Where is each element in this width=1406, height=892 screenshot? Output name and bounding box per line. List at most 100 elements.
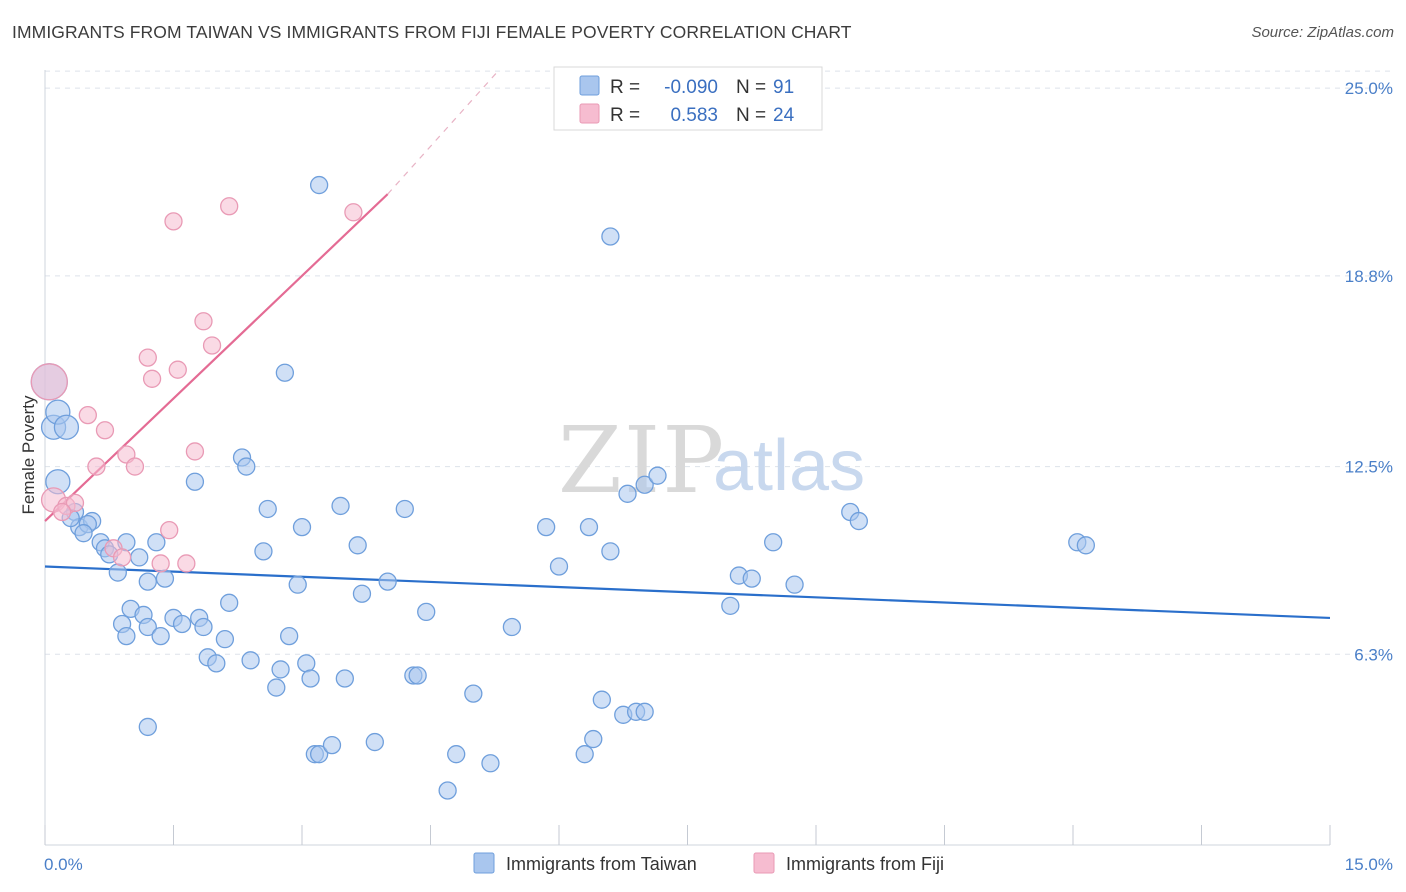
- point-taiwan-63: [549, 557, 569, 576]
- point-taiwan-31: [207, 654, 226, 673]
- point-taiwan-75: [721, 596, 740, 615]
- point-taiwan-89: [601, 227, 620, 246]
- point-taiwan-34: [241, 651, 260, 670]
- point-taiwan-77: [742, 569, 761, 588]
- point-fiji-5: [87, 457, 106, 476]
- point-taiwan-67: [592, 690, 611, 709]
- point-taiwan-87: [185, 472, 205, 491]
- correlation-legend: R = -0.090 N = 91 R = 0.583 N = 24: [553, 66, 823, 131]
- series-legend-swatch-fiji: [753, 852, 775, 874]
- point-taiwan-59: [464, 684, 483, 703]
- point-taiwan-84: [138, 717, 157, 737]
- point-fiji-17: [185, 442, 205, 461]
- legend-n-value-taiwan: 91: [773, 77, 794, 98]
- point-fiji-4: [78, 405, 97, 425]
- legend-swatch-taiwan: [579, 75, 600, 96]
- point-taiwan-86: [237, 457, 256, 476]
- point-fiji-3: [65, 493, 85, 513]
- legend-n-value-fiji: 24: [773, 105, 795, 126]
- point-taiwan-52: [378, 572, 397, 591]
- point-taiwan-3: [53, 414, 80, 440]
- point-fiji-11: [138, 348, 157, 367]
- watermark-zip: ZIP: [558, 407, 726, 514]
- point-fiji-21: [220, 197, 239, 216]
- point-fiji-16: [177, 554, 196, 573]
- point-fiji-19: [202, 336, 222, 355]
- point-taiwan-24: [138, 617, 157, 637]
- point-taiwan-57: [438, 781, 457, 800]
- y-tick-label-2: 18.8%: [1345, 267, 1393, 286]
- x-tick-labels: 0.0% 15.0%: [44, 855, 1393, 874]
- point-taiwan-14: [108, 563, 127, 582]
- data-points: [30, 175, 1095, 800]
- legend-swatch-fiji: [579, 103, 600, 124]
- y-tick-labels: 6.3% 12.5% 18.8% 25.0%: [1345, 79, 1393, 664]
- point-taiwan-43: [301, 669, 320, 688]
- point-fiji-22: [344, 203, 363, 222]
- point-taiwan-49: [348, 536, 367, 555]
- axes: [44, 70, 1331, 846]
- point-taiwan-55: [408, 666, 427, 685]
- grid-lines: [45, 70, 1395, 655]
- point-taiwan-36: [258, 499, 277, 519]
- point-taiwan-53: [395, 499, 414, 519]
- point-taiwan-88: [309, 175, 329, 195]
- point-taiwan-25: [151, 626, 170, 646]
- point-taiwan-32: [215, 629, 235, 649]
- series-legend-swatch-taiwan: [473, 852, 495, 874]
- point-taiwan-41: [292, 517, 312, 537]
- point-taiwan-51: [365, 732, 384, 752]
- point-taiwan-37: [267, 678, 286, 697]
- point-taiwan-70: [618, 484, 637, 503]
- y-tick-label-1: 12.5%: [1345, 458, 1393, 477]
- point-taiwan-58: [447, 745, 466, 764]
- legend-r-label-fiji: R =: [610, 105, 640, 126]
- source-label: Source: ZipAtlas.com: [1251, 24, 1394, 41]
- point-taiwan-56: [417, 602, 436, 622]
- point-taiwan-66: [584, 729, 603, 749]
- point-taiwan-61: [502, 617, 522, 637]
- point-taiwan-50: [352, 584, 372, 603]
- point-taiwan-90: [275, 363, 295, 382]
- watermark: ZIP atlas: [558, 407, 865, 514]
- watermark-atlas: atlas: [713, 426, 865, 506]
- point-fiji-23: [52, 502, 72, 522]
- x-tick-label-max: 15.0%: [1345, 855, 1393, 874]
- point-taiwan-73: [648, 466, 667, 485]
- point-taiwan-62: [537, 517, 556, 537]
- chart-title: IMMIGRANTS FROM TAIWAN VS IMMIGRANTS FRO…: [12, 22, 852, 42]
- point-fiji-8: [112, 548, 132, 567]
- point-taiwan-46: [322, 735, 342, 755]
- legend-n-label-taiwan: N =: [736, 77, 766, 98]
- point-taiwan-35: [254, 542, 273, 561]
- point-taiwan-19: [147, 533, 166, 552]
- series-legend-label-taiwan: Immigrants from Taiwan: [506, 854, 697, 874]
- point-taiwan-39: [279, 626, 299, 646]
- point-fiji-0: [30, 363, 68, 401]
- trend-line-taiwan: [44, 565, 1331, 620]
- point-taiwan-18: [155, 569, 175, 588]
- point-taiwan-40: [288, 575, 307, 594]
- legend-r-label-taiwan: R =: [610, 77, 640, 98]
- point-fiji-20: [164, 212, 183, 231]
- legend-r-value-taiwan: -0.090: [664, 77, 718, 98]
- point-fiji-15: [168, 360, 187, 379]
- y-axis-label: Female Poverty: [19, 395, 38, 515]
- point-fiji-12: [142, 369, 162, 388]
- point-taiwan-48: [335, 669, 354, 688]
- point-taiwan-29: [194, 617, 213, 637]
- series-legend: Immigrants from Taiwan Immigrants from F…: [473, 852, 944, 874]
- legend-r-value-fiji: 0.583: [670, 105, 718, 126]
- point-taiwan-17: [138, 572, 157, 591]
- point-taiwan-22: [117, 626, 136, 646]
- y-tick-label-0: 6.3%: [1354, 645, 1393, 664]
- point-taiwan-60: [481, 754, 500, 773]
- y-tick-label-3: 25.0%: [1345, 79, 1393, 98]
- point-fiji-18: [194, 312, 213, 331]
- point-taiwan-64: [575, 745, 594, 764]
- point-fiji-10: [125, 457, 145, 476]
- point-taiwan-27: [172, 614, 192, 634]
- point-fiji-13: [151, 554, 170, 573]
- point-taiwan-16: [130, 548, 149, 567]
- point-taiwan-83: [1076, 536, 1095, 555]
